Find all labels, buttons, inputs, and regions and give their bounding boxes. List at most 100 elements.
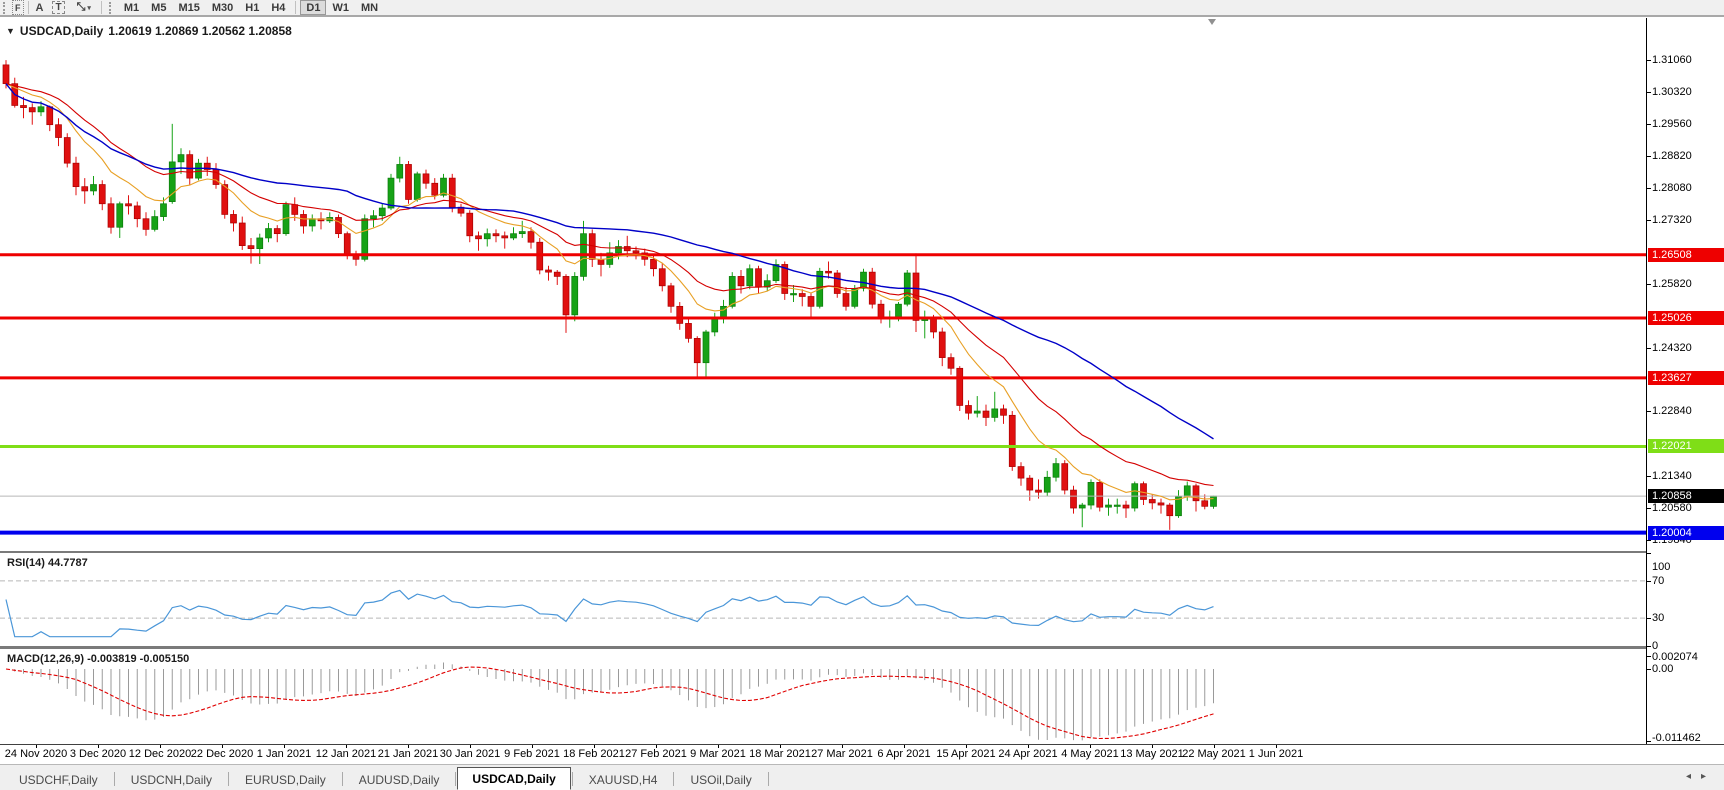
- date-tick: [966, 745, 967, 748]
- date-tick: [1214, 745, 1215, 748]
- pane-separator[interactable]: [0, 551, 1724, 553]
- macd-pane[interactable]: [0, 649, 1646, 744]
- tab-usoil[interactable]: USOil,Daily: [690, 773, 752, 787]
- price-chart-pane[interactable]: [0, 18, 1646, 551]
- timeframe-button-w1[interactable]: W1: [332, 1, 349, 14]
- tab-scroll-arrows[interactable]: ◂▸: [1685, 771, 1716, 782]
- tab-usdcad[interactable]: USDCAD,Daily: [457, 767, 571, 790]
- date-tick: [222, 745, 223, 748]
- date-label: 1 Jan 2021: [256, 748, 312, 760]
- date-label: 12 Jan 2021: [315, 748, 377, 760]
- date-tick: [284, 745, 285, 748]
- timeframe-button-h4[interactable]: H4: [271, 1, 286, 14]
- pane-separator: [0, 744, 1724, 745]
- tab-separator: [455, 772, 457, 786]
- timeframe-button-d1[interactable]: D1: [300, 0, 327, 15]
- price-line-label[interactable]: 1.22021: [1648, 439, 1724, 454]
- fibonacci-tool-icon[interactable]: F: [12, 0, 24, 15]
- price-axis-label: 1.28820: [1652, 149, 1692, 162]
- tab-separator: [571, 772, 573, 786]
- price-tick: [1647, 155, 1651, 157]
- macd-tick: [1647, 740, 1651, 742]
- chart-shift-marker[interactable]: [1208, 19, 1216, 25]
- price-axis[interactable]: 1.31060 1.30320 1.29560 1.28820 1.28080 1.273…: [1646, 18, 1724, 744]
- rsi-pane[interactable]: [0, 553, 1646, 646]
- date-label: 18 Mar 2021: [749, 748, 811, 760]
- date-label: 22 May 2021: [1182, 748, 1246, 760]
- rsi-tick: [1647, 618, 1651, 620]
- rsi-tick: [1647, 646, 1651, 647]
- arrows-tool-icon: ⤡: [76, 1, 86, 13]
- price-tick: [1647, 124, 1651, 126]
- tab-eurusd[interactable]: EURUSD,Daily: [245, 773, 326, 787]
- timeframe-button-m1[interactable]: M1: [123, 1, 140, 14]
- date-label: 9 Mar 2021: [690, 748, 746, 760]
- price-tick: [1647, 539, 1651, 541]
- tab-audusd[interactable]: AUDUSD,Daily: [358, 773, 440, 787]
- date-tick: [160, 745, 161, 748]
- price-axis-label: 1.25820: [1652, 278, 1692, 291]
- price-axis-label: 1.29560: [1652, 118, 1692, 131]
- price-tick: [1647, 508, 1651, 510]
- price-line-label[interactable]: 1.23627: [1648, 370, 1724, 385]
- timeframe-button-m15[interactable]: M15: [178, 1, 200, 14]
- chart-title: ▼ USDCAD,Daily 1.20619 1.20869 1.20562 1…: [6, 24, 292, 38]
- toolbar-grip[interactable]: [108, 1, 114, 14]
- toolbar-grip[interactable]: [3, 1, 8, 14]
- macd-tick: [1647, 669, 1651, 670]
- tab-usdchf[interactable]: USDCHF,Daily: [19, 773, 98, 787]
- chart-title-collapse-icon[interactable]: ▼: [6, 26, 15, 36]
- date-tick: [532, 745, 533, 748]
- date-label: 30 Jan 2021: [439, 748, 501, 760]
- price-line-label[interactable]: 1.26508: [1648, 247, 1724, 262]
- price-line-label[interactable]: 1.25026: [1648, 311, 1724, 326]
- date-label: 3 Dec 2020: [69, 748, 127, 760]
- date-tick: [1152, 745, 1153, 748]
- price-tick: [1647, 348, 1651, 350]
- timeframe-button-m5[interactable]: M5: [151, 1, 167, 14]
- rsi-indicator-label: RSI(14) 44.7787: [7, 557, 88, 569]
- time-axis[interactable]: 24 Nov 2020 3 Dec 2020 12 Dec 2020 22 Dec 2…: [0, 745, 1646, 763]
- bid-price-label: 1.20858: [1648, 489, 1724, 504]
- rsi-tick: [1647, 553, 1651, 554]
- timeframe-button-mn[interactable]: MN: [360, 1, 379, 14]
- price-axis-label: 1.31060: [1652, 54, 1692, 67]
- date-label: 21 Jan 2021: [377, 748, 439, 760]
- price-tick: [1647, 187, 1651, 189]
- tab-usdcnh[interactable]: USDCNH,Daily: [130, 773, 213, 787]
- timeframe-button-h1[interactable]: H1: [245, 1, 260, 14]
- date-tick: [408, 745, 409, 748]
- price-axis-label: 1.27320: [1652, 214, 1692, 226]
- price-axis-label: 1.22840: [1652, 405, 1692, 418]
- date-tick: [718, 745, 719, 748]
- timeframe-group: M1 M5 M15 M30 H1 H4 D1 W1 MN: [118, 0, 384, 15]
- timeframe-button-m30[interactable]: M30: [211, 1, 234, 14]
- tab-xauusd[interactable]: XAUUSD,H4: [588, 773, 658, 787]
- toolbar-separator: [27, 1, 29, 14]
- tab-separator: [767, 772, 769, 786]
- date-label: 27 Feb 2021: [625, 748, 687, 760]
- price-tick: [1647, 411, 1651, 413]
- date-label: 15 Apr 2021: [936, 748, 996, 760]
- date-label: 4 May 2021: [1061, 748, 1119, 760]
- date-tick: [470, 745, 471, 748]
- price-tick: [1647, 475, 1651, 477]
- arrows-tool-button[interactable]: ⤡ ▾: [71, 0, 97, 15]
- date-label: 13 May 2021: [1120, 748, 1184, 760]
- rsi-axis-label: 0: [1652, 640, 1659, 652]
- date-label: 27 Mar 2021: [811, 748, 873, 760]
- pane-separator[interactable]: [0, 646, 1724, 649]
- date-label: 12 Dec 2020: [128, 748, 192, 760]
- label-tool-icon[interactable]: T: [52, 1, 65, 14]
- price-axis-label: 1.24320: [1652, 342, 1692, 355]
- chevron-down-icon[interactable]: ▾: [87, 4, 91, 12]
- toolbar-separator: [295, 1, 297, 14]
- price-line-label[interactable]: 1.20004: [1648, 525, 1724, 540]
- macd-indicator-label: MACD(12,26,9) -0.003819 -0.005150: [7, 653, 190, 665]
- date-tick: [346, 745, 347, 748]
- date-tick: [842, 745, 843, 748]
- date-tick: [1276, 745, 1277, 748]
- price-axis-label: 1.28080: [1652, 181, 1692, 194]
- text-tool-icon[interactable]: A: [35, 1, 44, 14]
- rsi-axis-label: 70: [1652, 574, 1665, 587]
